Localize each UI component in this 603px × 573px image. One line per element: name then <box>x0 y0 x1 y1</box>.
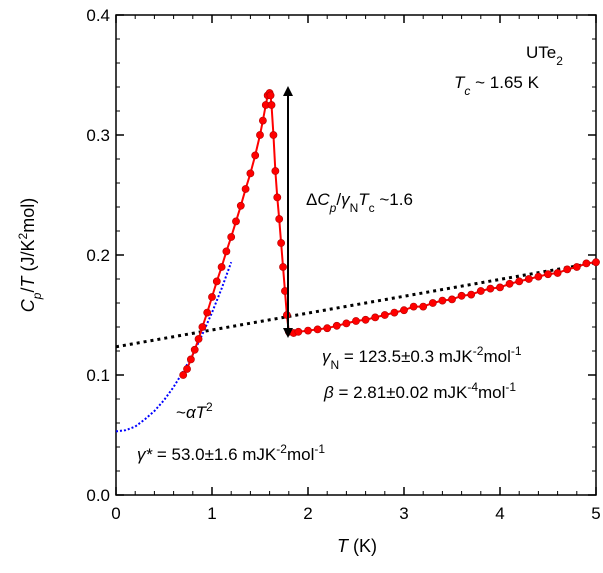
data-point <box>241 185 250 193</box>
data-point <box>194 335 203 343</box>
data-point <box>544 270 552 279</box>
data-point <box>323 324 332 333</box>
data-point <box>269 131 278 139</box>
data-point <box>553 269 562 277</box>
data-point <box>486 284 495 293</box>
data-point <box>212 277 221 286</box>
data-point <box>457 291 466 300</box>
data-point <box>438 296 447 305</box>
fit-line-normal-state <box>115 261 597 349</box>
x-tick-label: 3 <box>399 504 408 523</box>
data-point <box>266 91 275 100</box>
data-point <box>342 319 351 328</box>
beta-label: β = 2.81±0.02 mJK-4mol-1 <box>323 380 516 402</box>
data-point <box>273 193 282 202</box>
series-layer <box>115 89 600 433</box>
data-point <box>294 327 303 336</box>
x-axis-label: T (K) <box>337 536 377 556</box>
data-point <box>592 258 600 267</box>
x-tick-label: 4 <box>495 504 504 523</box>
data-point <box>208 293 216 301</box>
data-point <box>448 295 456 304</box>
axis-ticks: 0 1 2 3 4 5 0.0 0.1 0.2 0.3 0.4 <box>86 6 600 523</box>
x-tick-label: 0 <box>111 504 120 523</box>
data-point <box>304 326 312 335</box>
data-point <box>524 275 533 283</box>
data-point <box>467 290 476 299</box>
data-point <box>246 169 255 178</box>
data-point <box>390 308 399 317</box>
data-point <box>572 263 581 271</box>
data-point <box>361 315 370 324</box>
y-tick-label: 0.3 <box>86 126 110 145</box>
data-point <box>332 321 341 330</box>
data-point <box>419 302 428 311</box>
data-point <box>222 247 231 256</box>
data-point <box>217 263 226 271</box>
data-point <box>380 311 389 319</box>
data-point <box>251 151 260 160</box>
data-point <box>232 217 240 226</box>
data-point <box>515 277 524 286</box>
data-point <box>256 131 264 139</box>
data-point <box>409 302 418 311</box>
data-point <box>277 239 286 247</box>
material-label: UTe2 <box>526 43 563 68</box>
data-point <box>476 287 485 295</box>
data-point <box>496 283 504 292</box>
jump-label: ΔCp/γNTc ~1.6 <box>306 190 413 215</box>
x-tick-label: 2 <box>303 504 312 523</box>
data-point <box>236 201 245 210</box>
data-point <box>371 313 380 322</box>
data-point <box>179 371 188 379</box>
data-point <box>275 215 284 223</box>
data-point <box>186 355 195 364</box>
data-point <box>183 365 191 373</box>
y-tick-label: 0.1 <box>86 366 110 385</box>
tc-label: Tc ~ 1.65 K <box>454 73 540 98</box>
data-point <box>313 325 322 334</box>
y-tick-label: 0.4 <box>86 6 110 25</box>
data-point <box>428 299 437 307</box>
data-point <box>534 272 543 281</box>
data-point <box>190 345 199 354</box>
x-tick-label: 1 <box>207 504 216 523</box>
data-point <box>505 279 514 288</box>
data-point <box>258 116 267 125</box>
y-axis-label: Cp/T (J/K2mol) <box>16 198 44 312</box>
x-tick-label: 5 <box>591 504 600 523</box>
data-point <box>267 101 276 109</box>
data-point <box>227 233 236 241</box>
data-point <box>582 259 591 268</box>
data-point <box>282 311 291 319</box>
data-point <box>271 167 280 175</box>
data-point <box>198 323 207 331</box>
y-tick-label: 0.0 <box>86 486 110 505</box>
data-point <box>203 308 212 317</box>
data-line <box>182 91 597 376</box>
data-point <box>563 265 572 274</box>
gamma-star-label: γ* = 53.0±1.6 mJK-2mol-1 <box>137 442 325 464</box>
data-point <box>279 263 287 271</box>
alpha-t2-label: ~αT2 <box>176 400 213 422</box>
gamma-n-label: γN = 123.5±0.3 mJK-2mol-1 <box>322 344 522 372</box>
data-point <box>352 317 360 325</box>
data-point <box>400 306 408 315</box>
y-tick-label: 0.2 <box>86 246 110 265</box>
